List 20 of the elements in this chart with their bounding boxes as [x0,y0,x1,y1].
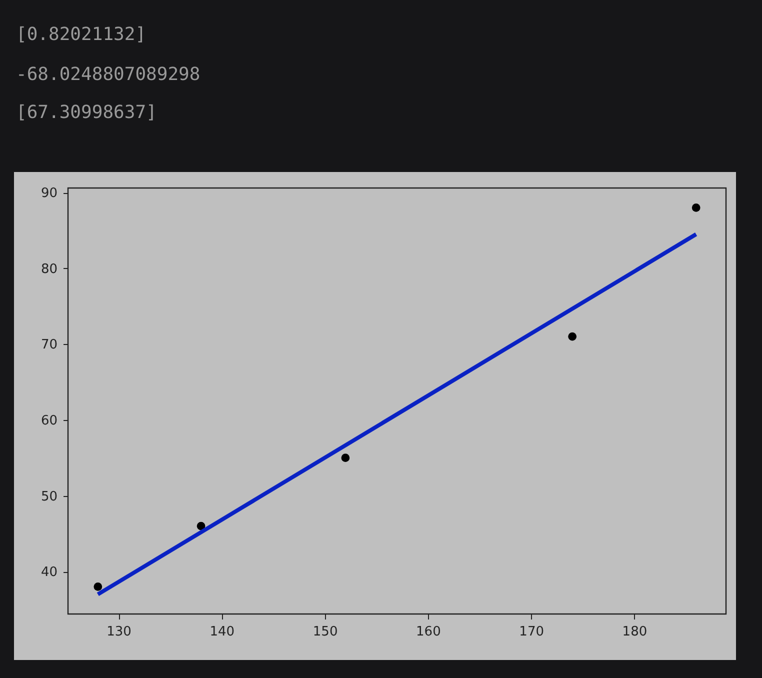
y-tick-label: 50 [40,489,58,504]
y-tick-label: 60 [40,413,58,428]
x-tick-label: 180 [622,624,648,640]
text: [67.30998637] [16,102,157,123]
x-tick-label: 130 [106,624,132,640]
y-tick-label: 40 [40,565,58,580]
x-tick-label: 140 [210,624,235,640]
point [341,454,350,462]
y-tick-label: 70 [40,338,58,353]
point [692,204,700,212]
text: [0.82021132] [16,24,146,45]
x-tick-label: 170 [519,624,544,640]
point [568,332,577,341]
point [94,582,102,591]
y-tick-label: 90 [40,186,58,202]
x-tick-label: 150 [312,624,338,640]
text: -68.0248807089298 [16,64,200,85]
x-tick-label: 160 [416,624,441,640]
y-tick-label: 80 [40,262,58,277]
point [196,522,206,530]
